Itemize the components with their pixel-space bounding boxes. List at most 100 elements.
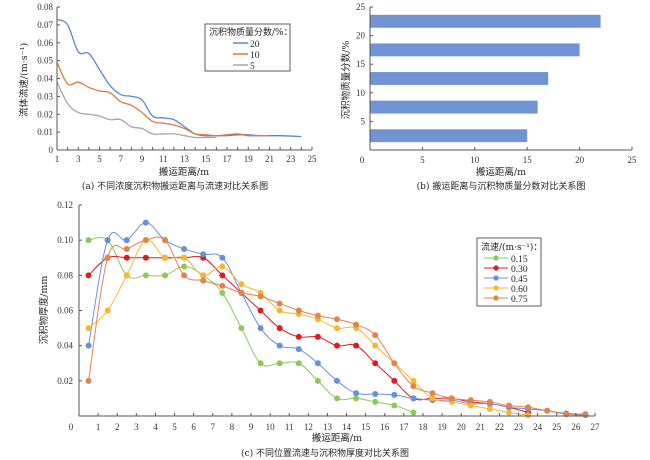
chart-c-point-0.60 bbox=[410, 377, 417, 384]
chart-c-x-tick-label: 24 bbox=[533, 422, 543, 432]
chart-c-point-0.15 bbox=[314, 377, 321, 384]
chart-a-y-tick-label: 0.04 bbox=[37, 74, 53, 84]
chart-a-x-tick-label: 19 bbox=[244, 154, 254, 164]
chart-c-point-0.45 bbox=[314, 360, 321, 367]
chart-c-x-tick-label: 12 bbox=[304, 422, 313, 432]
chart-c-point-0.75 bbox=[486, 398, 493, 405]
chart-c-legend-title: 流速/(m·s⁻¹)： bbox=[481, 241, 542, 253]
chart-c-series-group bbox=[85, 219, 589, 419]
chart-b-x-tick-label: 10 bbox=[470, 155, 480, 165]
chart-c-caption: (c) 不同位置流速与沉积物厚度对比关系图 bbox=[241, 447, 409, 459]
chart-c-point-0.45 bbox=[295, 346, 302, 353]
chart-c-point-0.60 bbox=[276, 307, 283, 314]
chart-c-point-0.75 bbox=[506, 402, 512, 409]
chart-b-bar bbox=[370, 14, 601, 28]
chart-a-series-line-10 bbox=[56, 62, 270, 137]
chart-c-series-line-0.30 bbox=[88, 255, 529, 413]
chart-c-x-tick-label: 10 bbox=[266, 422, 276, 432]
chart-c-point-0.15 bbox=[162, 272, 168, 279]
chart-c-point-0.15 bbox=[276, 360, 283, 367]
chart-c-point-0.45 bbox=[219, 254, 226, 261]
chart-c-point-0.75 bbox=[334, 316, 340, 323]
chart-c-point-0.45 bbox=[200, 251, 207, 258]
chart-c-point-0.15 bbox=[142, 272, 149, 279]
chart-c-legend-label-0.60: 0.60 bbox=[511, 285, 528, 295]
chart-c-point-0.45 bbox=[181, 245, 188, 252]
chart-c-point-0.15 bbox=[295, 360, 302, 367]
chart-c-point-0.45 bbox=[276, 342, 283, 349]
chart-c-point-0.75 bbox=[104, 254, 111, 261]
chart-c-series-line-0.60 bbox=[88, 239, 529, 416]
chart-c-y-tick-label: 0.06 bbox=[57, 306, 73, 316]
chart-b-x-tick-label: 15 bbox=[523, 155, 533, 165]
chart-c-point-0.15 bbox=[334, 395, 340, 402]
chart-c-legend-label-0.30: 0.30 bbox=[511, 265, 528, 275]
chart-b-x-tick-label: 5 bbox=[420, 155, 425, 165]
chart-c-point-0.30 bbox=[219, 272, 226, 279]
chart-c-point-0.60 bbox=[104, 307, 111, 314]
chart-c-point-0.30 bbox=[295, 333, 302, 340]
chart-c-point-0.15 bbox=[219, 289, 226, 296]
chart-c-x-tick-label: 20 bbox=[457, 422, 467, 432]
chart-c-point-0.60 bbox=[181, 254, 188, 261]
chart-c-point-0.75 bbox=[314, 312, 321, 319]
chart-c-point-0.75 bbox=[448, 395, 455, 402]
chart-c-point-0.15 bbox=[238, 325, 245, 332]
chart-c-point-0.60 bbox=[506, 409, 512, 416]
chart-c-point-0.30 bbox=[391, 377, 398, 384]
chart-c-point-0.75 bbox=[467, 397, 474, 404]
chart-c-point-0.75 bbox=[85, 377, 92, 384]
chart-a-x-tick-label: 13 bbox=[180, 154, 190, 164]
chart-c-x-tick-label: 26 bbox=[571, 422, 581, 432]
chart-b-bar bbox=[370, 100, 538, 114]
chart-c-y-tick-label: 0.04 bbox=[57, 341, 73, 351]
chart-c-point-0.30 bbox=[142, 254, 149, 261]
chart-c-point-0.75 bbox=[525, 404, 532, 411]
chart-b-x-tick-label: 25 bbox=[628, 155, 638, 165]
chart-a-x-tick-label: 25 bbox=[308, 154, 318, 164]
chart-c-point-0.75 bbox=[257, 293, 264, 300]
chart-c-point-0.30 bbox=[334, 342, 340, 349]
chart-c-point-0.60 bbox=[123, 272, 130, 279]
chart-c-x-tick-label: 8 bbox=[230, 422, 235, 432]
chart-a-x-label: 搬运距离/m bbox=[159, 166, 209, 178]
chart-c-point-0.60 bbox=[85, 325, 92, 332]
chart-a-legend-label-20: 20 bbox=[250, 40, 260, 50]
chart-c-point-0.75 bbox=[162, 237, 168, 244]
chart-a-legend-label-10: 10 bbox=[250, 51, 260, 61]
chart-b-y-tick-label: 5 bbox=[361, 116, 366, 126]
chart-a-series-group bbox=[56, 18, 302, 139]
chart-a-x-tick-label: 15 bbox=[201, 154, 211, 164]
chart-c-point-0.45 bbox=[123, 237, 130, 244]
chart-c-x-tick-label: 19 bbox=[438, 422, 448, 432]
chart-a: 00.010.020.030.040.050.060.070.081 3 5 7 9 11… bbox=[18, 2, 317, 192]
chart-b-x-tick-label: 20 bbox=[575, 155, 585, 165]
chart-c-x-tick-label: 27 bbox=[591, 422, 601, 432]
chart-c: 0.020.040.060.080.100.120 1 2 3 4 5 6 7 8 9 10 11 12… bbox=[38, 200, 600, 459]
chart-a-x-tick-label: 11 bbox=[159, 154, 168, 164]
chart-a-x-tick-label: 7 bbox=[119, 154, 124, 164]
chart-a-y-tick-label: 0 bbox=[49, 145, 54, 155]
chart-c-series-line-0.15 bbox=[88, 236, 414, 413]
chart-c-x-tick-label: 2 bbox=[115, 422, 120, 432]
chart-a-x-tick-label: 17 bbox=[223, 154, 233, 164]
chart-c-point-0.60 bbox=[162, 254, 168, 261]
chart-c-point-0.15 bbox=[372, 398, 379, 405]
chart-c-point-0.45 bbox=[257, 325, 264, 332]
chart-c-point-0.45 bbox=[85, 342, 92, 349]
chart-c-x-tick-label: 17 bbox=[399, 422, 409, 432]
chart-c-x-tick-label: 3 bbox=[134, 422, 139, 432]
chart-c-legend-marker-0.60 bbox=[493, 285, 499, 291]
chart-c-ticks: 0.020.040.060.080.100.120 1 2 3 4 5 6 7 8 9 10 11 12… bbox=[57, 200, 600, 432]
chart-c-point-0.75 bbox=[429, 390, 436, 397]
chart-c-point-0.45 bbox=[142, 219, 149, 226]
chart-c-legend-label-0.15: 0.15 bbox=[511, 255, 528, 265]
chart-c-point-0.30 bbox=[276, 325, 283, 332]
chart-c-point-0.60 bbox=[334, 325, 340, 332]
chart-b-caption: (b) 搬运距离与沉积物质量分数对比关系图 bbox=[417, 180, 586, 192]
chart-a-y-tick-label: 0.07 bbox=[37, 20, 53, 30]
chart-c-legend: 流速/(m·s⁻¹)： 0.150.300.450.600.75 bbox=[476, 237, 542, 307]
chart-b: 5 10 15 20 25 0 5 10 15 20 25 沉积物质量分数/% 搬运距离/m (b)… bbox=[340, 2, 637, 192]
chart-a-y-tick-label: 0.03 bbox=[37, 91, 53, 101]
